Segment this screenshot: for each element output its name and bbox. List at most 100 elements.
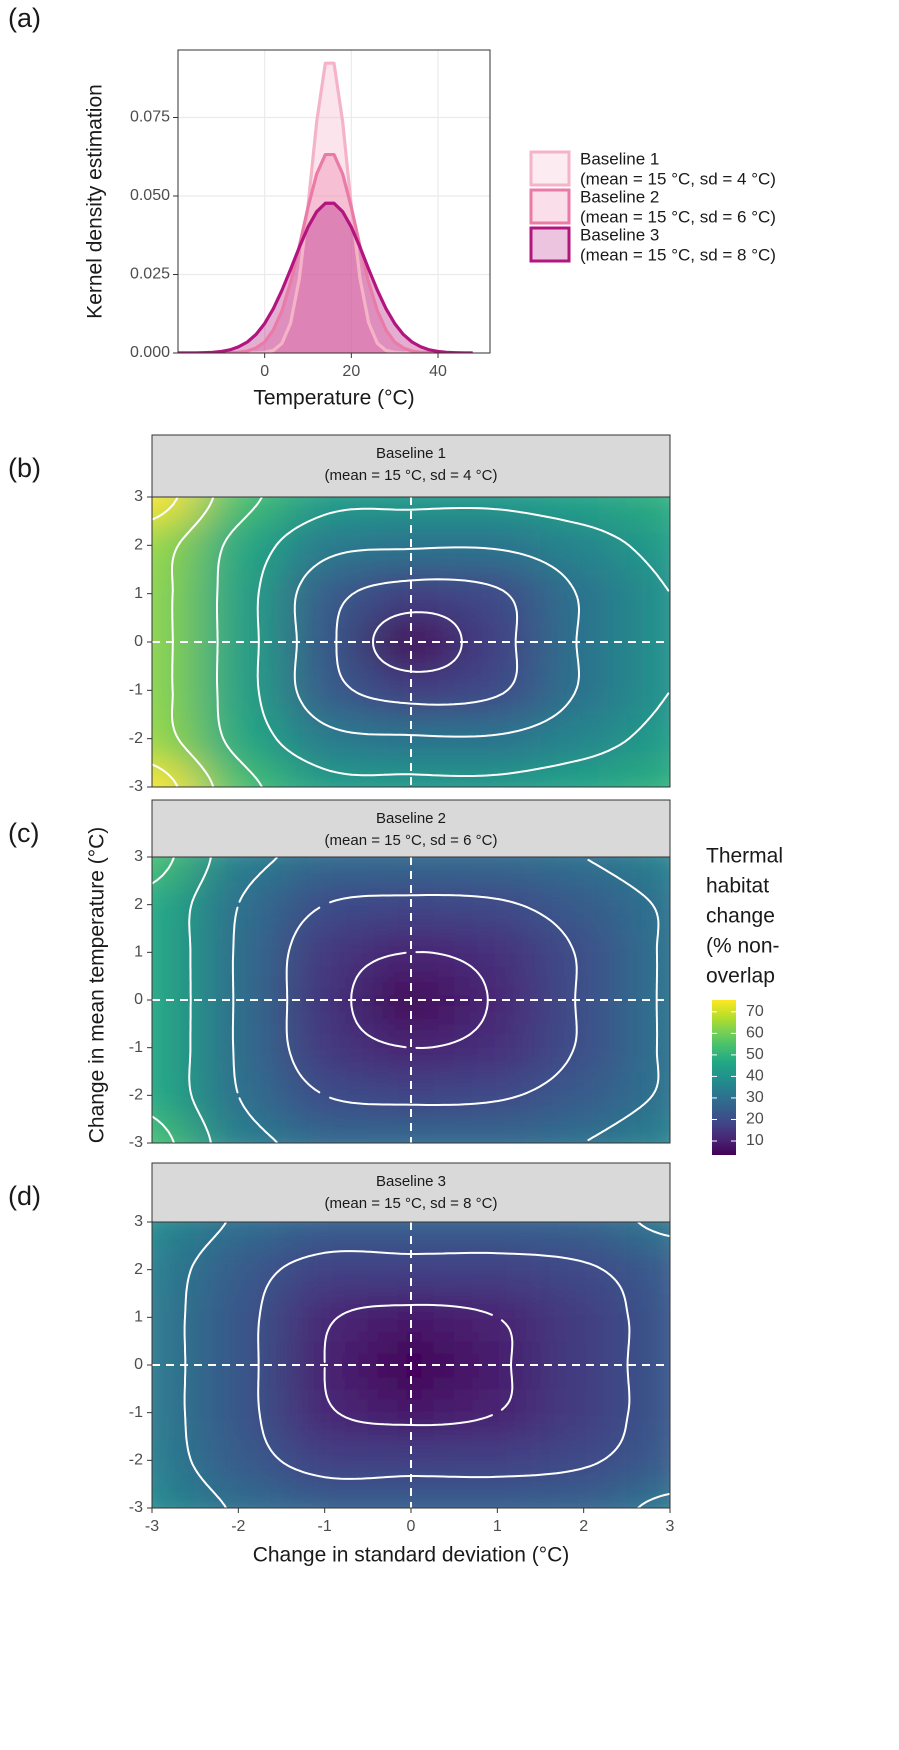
heat-cell: [195, 1119, 283, 1143]
y-tick-label: 3: [134, 1213, 143, 1230]
y-tick-label: 2: [134, 896, 143, 913]
y-tick-label: 0: [134, 633, 143, 650]
colorbar-tick-label: 10: [746, 1132, 764, 1149]
heat-cell: [626, 857, 670, 882]
heat-cell: [367, 666, 455, 716]
strip-text: (mean = 15 °C, sd = 8 °C): [325, 1195, 498, 1212]
heat-cell: [152, 1222, 196, 1247]
density-area: [178, 63, 473, 353]
heat-cell: [540, 762, 628, 787]
heat-cell: [152, 521, 196, 571]
y-tick-label: -3: [129, 1499, 143, 1516]
y-tick-label: -1: [129, 682, 143, 699]
contour-line: [323, 1303, 514, 1427]
heat-cell: [540, 1341, 628, 1390]
heat-cell: [281, 1388, 369, 1438]
contour-line: [256, 507, 670, 777]
heat-cell: [626, 1023, 670, 1073]
colorbar-tick-label: 20: [746, 1111, 764, 1128]
contour-line: [171, 497, 215, 787]
legend-label: Baseline 3: [580, 225, 659, 244]
y-tick-label: 0.075: [130, 109, 170, 126]
heat-cell: [454, 928, 542, 977]
x-tick-label: 2: [579, 1518, 588, 1535]
strip-text: (mean = 15 °C, sd = 6 °C): [325, 832, 498, 849]
heat-cell: [540, 928, 628, 977]
colorbar-title: (% non-: [706, 935, 780, 958]
heat-cell: [195, 928, 283, 977]
heat-cell: [281, 1119, 369, 1143]
heat-cell: [367, 1484, 455, 1508]
heat-cell: [152, 569, 196, 619]
heat-cell: [195, 1484, 283, 1508]
heat-cell: [195, 1245, 283, 1295]
legend-description: (mean = 15 °C, sd = 4 °C): [580, 169, 776, 188]
heat-cell: [367, 928, 455, 977]
heat-cell: [540, 666, 628, 716]
heat-cell: [454, 1293, 542, 1342]
heat-cell: [454, 1222, 542, 1247]
legend-swatch: [529, 226, 571, 263]
heat-cell: [540, 1293, 628, 1342]
heat-cell: [626, 1293, 670, 1342]
heat-cell: [540, 1245, 628, 1295]
density-line: [178, 61, 473, 353]
colorbar-title: change: [706, 905, 775, 928]
heat-cell: [540, 569, 628, 619]
y-tick-label: -2: [129, 1087, 143, 1104]
strip: [151, 434, 671, 498]
contour-line: [257, 1250, 631, 1480]
plot-area: [178, 61, 473, 353]
strip-text: Baseline 3: [376, 1173, 446, 1190]
heat-cell: [195, 521, 283, 571]
x-tick-label: 20: [342, 363, 360, 380]
heat-cell: [540, 1119, 628, 1143]
y-tick-label: -1: [129, 1039, 143, 1056]
y-tick-label: 1: [134, 1309, 143, 1326]
colorbar-tick-label: 40: [746, 1068, 764, 1085]
heat-cell: [454, 880, 542, 930]
y-tick-label: -2: [129, 1452, 143, 1469]
heat-cell: [152, 1023, 196, 1073]
x-tick-label: -2: [231, 1518, 245, 1535]
y-tick-label: -1: [129, 1404, 143, 1421]
heatmap: [152, 857, 670, 1143]
heat-cell: [540, 521, 628, 571]
contour-line: [335, 578, 519, 706]
heat-cell: [626, 1245, 670, 1295]
strip-text: (mean = 15 °C, sd = 4 °C): [325, 467, 498, 484]
x-tick-label: 0: [407, 1518, 416, 1535]
heat-cell: [626, 1436, 670, 1485]
heat-cell: [540, 1436, 628, 1485]
panel-label: (a): [8, 3, 41, 33]
contour-line: [152, 497, 179, 787]
legend-label: Baseline 1: [580, 149, 659, 168]
heat-cell: [540, 1388, 628, 1438]
heat-cell: [152, 1388, 196, 1438]
panel-label: (c): [8, 818, 39, 848]
x-axis-title: Change in standard deviation (°C): [253, 1544, 570, 1567]
heatmap: [152, 1222, 670, 1508]
heat-cell: [454, 857, 542, 882]
heat-cell: [195, 1293, 283, 1342]
y-tick-label: 0.050: [130, 187, 170, 204]
panel-label: (b): [8, 453, 41, 483]
colorbar: [712, 1000, 736, 1155]
heat-cell: [540, 976, 628, 1025]
legend-description: (mean = 15 °C, sd = 8 °C): [580, 245, 776, 264]
heat-cell: [626, 569, 670, 619]
heat-cell: [540, 1484, 628, 1508]
contour-line: [293, 546, 580, 738]
x-tick-label: 0: [260, 363, 269, 380]
y-tick-label: 3: [134, 848, 143, 865]
legend-description: (mean = 15 °C, sd = 6 °C): [580, 207, 776, 226]
heat-cell: [454, 1071, 542, 1120]
strip-text: Baseline 1: [376, 445, 446, 462]
heat-cell: [152, 497, 196, 522]
colorbar-tick-label: 50: [746, 1046, 764, 1063]
colorbar-tick-label: 70: [746, 1003, 764, 1020]
heat-cell: [540, 1071, 628, 1120]
legend-swatch: [529, 188, 571, 225]
heat-cell: [454, 714, 542, 764]
